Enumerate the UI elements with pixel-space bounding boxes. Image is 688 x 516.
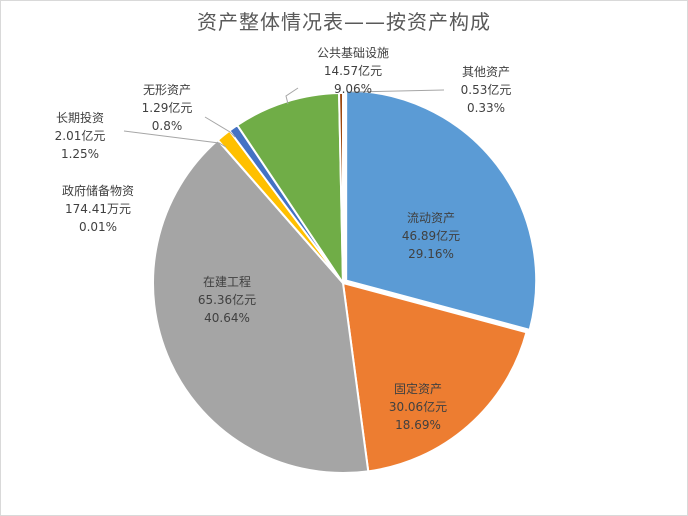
- label-amount-1: 30.06亿元: [389, 399, 447, 414]
- label-name-5: 无形资产: [143, 83, 191, 97]
- data-label-3: 政府储备物资 174.41万元 0.01%: [62, 183, 134, 234]
- pie-slice-1: [341, 281, 528, 473]
- label-name-1: 固定资产: [394, 381, 442, 396]
- label-amount-0: 46.89亿元: [402, 228, 460, 243]
- label-percent-5: 0.8%: [152, 119, 183, 133]
- label-percent-7: 0.33%: [467, 101, 505, 115]
- label-name-0: 流动资产: [407, 211, 455, 225]
- label-amount-2: 65.36亿元: [198, 292, 256, 307]
- label-name-7: 其他资产: [462, 65, 510, 79]
- label-name-6: 公共基础设施: [317, 46, 389, 60]
- pie-slice-0: [345, 89, 538, 332]
- data-label-7: 其他资产 0.53亿元 0.33%: [461, 65, 512, 115]
- label-amount-5: 1.29亿元: [142, 100, 193, 115]
- label-name-3: 政府储备物资: [62, 183, 134, 198]
- label-amount-7: 0.53亿元: [461, 82, 512, 97]
- leader-line-4: [123, 130, 227, 148]
- pie-slice-7: [338, 91, 344, 284]
- label-percent-1: 18.69%: [395, 418, 441, 432]
- leader-line-7: [351, 89, 445, 93]
- data-label-2: 在建工程 65.36亿元 40.64%: [198, 274, 256, 325]
- leader-line-6: [285, 87, 299, 105]
- label-name-4: 长期投资: [56, 110, 104, 125]
- chart-title: 资产整体情况表——按资产构成: [197, 10, 491, 34]
- data-label-1: 固定资产 30.06亿元 18.69%: [389, 381, 447, 432]
- label-percent-6: 9.06%: [334, 82, 372, 96]
- pie-slice-6: [235, 92, 345, 287]
- leader-line-5: [204, 116, 236, 138]
- label-amount-6: 14.57亿元: [324, 63, 382, 78]
- data-label-4: 长期投资 2.01亿元 1.25%: [55, 110, 106, 161]
- label-percent-3: 0.01%: [79, 220, 117, 234]
- data-label-0: 流动资产 46.89亿元 29.16%: [402, 211, 460, 261]
- label-percent-4: 1.25%: [61, 147, 99, 161]
- label-percent-2: 40.64%: [204, 311, 250, 325]
- data-label-5: 无形资产 1.29亿元 0.8%: [142, 83, 193, 133]
- pie-slice-2: [152, 138, 370, 474]
- data-label-6: 公共基础设施 14.57亿元 9.06%: [317, 46, 389, 96]
- label-name-2: 在建工程: [203, 274, 251, 289]
- label-amount-3: 174.41万元: [65, 202, 131, 216]
- label-amount-4: 2.01亿元: [55, 128, 106, 143]
- label-percent-0: 29.16%: [408, 247, 454, 261]
